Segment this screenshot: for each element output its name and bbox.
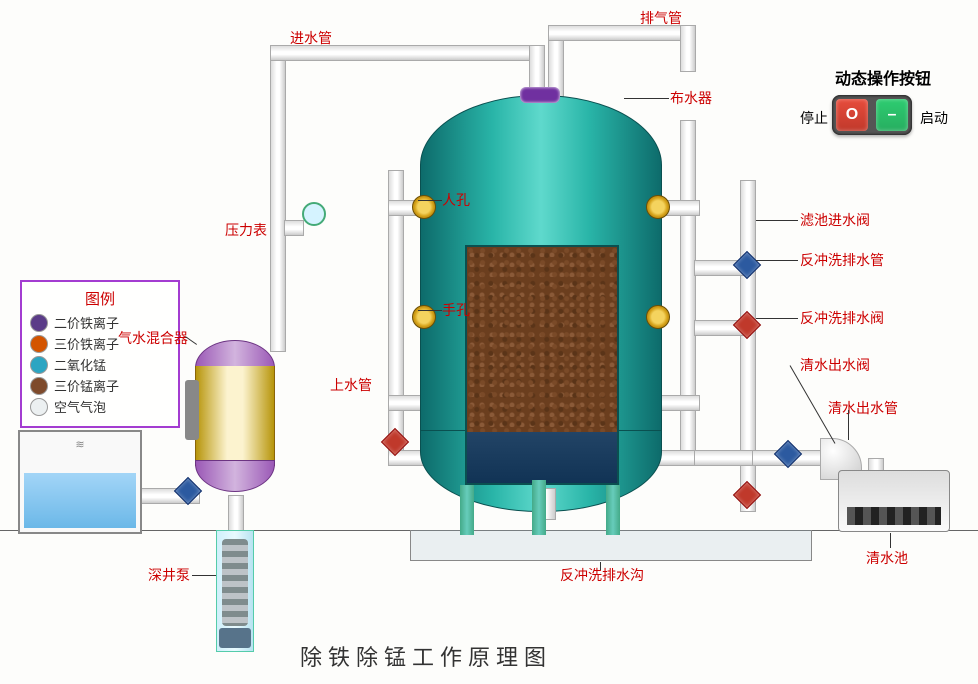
legend-icon-0 (30, 314, 48, 332)
mixer-gauge-port (185, 380, 199, 440)
leader-filter-inlet-valve (756, 220, 798, 221)
mixer-dome-bottom (195, 460, 275, 492)
leader-backwash-drain-pipe (756, 260, 798, 261)
start-label: 启动 (920, 108, 948, 128)
clean-tank-grille (847, 507, 941, 525)
leader-distributor (624, 98, 669, 99)
stop-button[interactable]: O (836, 99, 868, 131)
pipe-lower-right-branch (658, 395, 700, 411)
label-exhaust-pipe: 排气管 (640, 8, 682, 28)
legend-row-4: 空气气泡 (30, 397, 170, 416)
pipe-exhaust-down (680, 25, 696, 72)
valve-backwash-bottom (733, 481, 761, 509)
label-distributor: 布水器 (670, 88, 712, 108)
label-clean-water-tank: 清水池 (866, 548, 908, 568)
label-deep-well-pump: 深井泵 (148, 565, 190, 585)
pressure-gauge-icon (302, 202, 326, 226)
label-manhole: 人孔 (442, 190, 470, 210)
leader-manhole (418, 200, 442, 201)
manhole-port (412, 195, 436, 219)
water-source-box: ≋ (18, 430, 142, 534)
filter-media-layer (467, 247, 617, 432)
label-inlet-pipe: 进水管 (290, 28, 332, 48)
control-button: O – (832, 95, 912, 135)
label-backwash-drain-pipe: 反冲洗排水管 (800, 250, 884, 270)
label-pressure-gauge: 压力表 (225, 220, 267, 240)
legend-icon-1 (30, 335, 48, 353)
source-water (24, 473, 136, 528)
label-filter-inlet-valve: 滤池进水阀 (800, 210, 870, 230)
air-water-mixer (195, 340, 273, 500)
leader-handhole (418, 310, 442, 311)
filter-tank (420, 95, 660, 470)
diagram-title: 除铁除锰工作原理图 (300, 640, 552, 672)
pipe-gauge-branch (284, 220, 304, 236)
legend-icon-2 (30, 356, 48, 374)
legend-icon-4 (30, 398, 48, 416)
legend-label-3: 三价锰离子 (54, 376, 119, 395)
filter-tank-top-cap (520, 87, 560, 103)
label-clean-outlet-valve: 清水出水阀 (800, 355, 870, 375)
clean-water-tank (838, 470, 950, 532)
port-right-lower (646, 305, 670, 329)
filter-water-layer (467, 432, 617, 483)
label-handhole: 手孔 (442, 300, 470, 320)
control-heading: 动态操作按钮 (835, 65, 931, 89)
filter-tank-cutaway (465, 245, 619, 485)
legend-label-2: 二氧化锰 (54, 355, 106, 374)
legend-label-0: 二价铁离子 (54, 313, 119, 332)
stop-label: 停止 (800, 108, 828, 128)
label-clean-outlet-pipe: 清水出水管 (828, 398, 898, 418)
start-button[interactable]: – (876, 99, 908, 131)
pump-rotor (222, 539, 248, 626)
label-backwash-drain-valve: 反冲洗排水阀 (800, 308, 884, 328)
leader-backwash-channel (600, 562, 602, 570)
deep-well-pump (216, 530, 254, 652)
legend-title: 图例 (30, 288, 170, 309)
legend-label-1: 三价铁离子 (54, 334, 119, 353)
legend-row-3: 三价锰离子 (30, 376, 170, 395)
legend-row-2: 二氧化锰 (30, 355, 170, 374)
port-right-upper (646, 195, 670, 219)
leader-backwash-drain-valve (756, 318, 798, 319)
legend-box: 图例 二价铁离子 三价铁离子 二氧化锰 三价锰离子 空气气泡 (20, 280, 180, 428)
label-air-mixer: 气水混合器 (118, 328, 188, 348)
label-upper-water-pipe: 上水管 (330, 375, 372, 395)
filter-tank-legs (450, 480, 630, 535)
legend-icon-3 (30, 377, 48, 395)
pump-motor (219, 628, 251, 648)
pipe-inlet-vertical (270, 55, 286, 352)
mixer-body (195, 366, 275, 466)
label-backwash-channel: 反冲洗排水沟 (560, 565, 644, 585)
leader-deep-well-pump (192, 575, 216, 576)
handhole-port (412, 305, 436, 329)
leader-clean-water-tank (890, 533, 892, 548)
diagram-canvas: ≋ 图例 二价铁离子 三价铁离子 二氧化锰 三价锰离子 空气气泡 动态操作按钮 (0, 0, 978, 684)
pipe-to-right-bottom (694, 450, 756, 466)
legend-label-4: 空气气泡 (54, 397, 106, 416)
leader-clean-outlet-pipe (848, 410, 850, 440)
